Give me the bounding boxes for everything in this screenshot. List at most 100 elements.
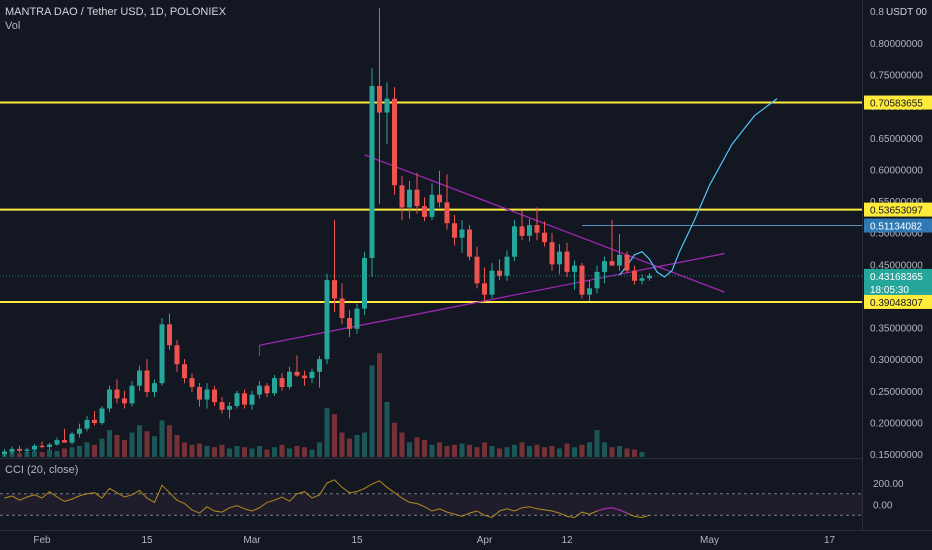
candle-body bbox=[347, 318, 352, 329]
projection-price-label-bg bbox=[864, 218, 932, 233]
candle bbox=[407, 180, 412, 219]
candle-body bbox=[159, 324, 165, 384]
candle-body bbox=[294, 371, 300, 376]
candle-body bbox=[272, 378, 277, 394]
volume-bar bbox=[399, 432, 405, 457]
volume-bar bbox=[452, 444, 457, 457]
candle-body bbox=[489, 270, 495, 295]
candle bbox=[429, 183, 435, 221]
time-tick-label: 17 bbox=[824, 535, 836, 546]
volume-bar bbox=[189, 444, 195, 457]
level-price-label-text: 0.39048307 bbox=[870, 298, 923, 309]
candle bbox=[257, 381, 262, 399]
candle bbox=[489, 263, 495, 299]
volume-bar bbox=[369, 365, 375, 457]
candle-body bbox=[17, 448, 22, 451]
candle bbox=[587, 280, 592, 301]
candle bbox=[512, 220, 517, 262]
currency-label: USDT 00 bbox=[886, 7, 927, 18]
volume-bar bbox=[77, 446, 82, 457]
time-tick-label: Feb bbox=[33, 535, 51, 546]
volume-bar bbox=[407, 442, 412, 457]
candle bbox=[527, 218, 532, 242]
candle-body bbox=[137, 370, 142, 386]
candle bbox=[497, 259, 502, 281]
candle-body bbox=[212, 389, 217, 403]
volume-bar bbox=[47, 449, 52, 457]
candle bbox=[549, 232, 555, 271]
candle bbox=[534, 207, 540, 241]
volume-bar bbox=[602, 442, 607, 457]
candle-body bbox=[624, 254, 630, 271]
time-tick-label: 15 bbox=[141, 535, 153, 546]
candle bbox=[174, 340, 180, 372]
candle bbox=[204, 383, 210, 409]
candle-body bbox=[309, 371, 315, 379]
candle-body bbox=[182, 364, 187, 379]
chart-legend: MANTRA DAO / Tether USD, 1D, POLONIEX Vo… bbox=[5, 5, 226, 33]
volume-bar bbox=[519, 442, 525, 457]
candle bbox=[84, 416, 90, 432]
volume-bar bbox=[309, 449, 315, 457]
candle-body bbox=[594, 271, 600, 289]
volume-bar bbox=[152, 436, 157, 457]
candle bbox=[459, 220, 465, 253]
time-tick-label: May bbox=[700, 535, 719, 546]
candle-body bbox=[167, 324, 172, 346]
volume-bar bbox=[497, 448, 502, 457]
candle-body bbox=[144, 370, 150, 393]
time-axis-border bbox=[0, 530, 932, 531]
candle-body bbox=[617, 254, 622, 266]
volume-bar bbox=[264, 449, 270, 457]
candle-body bbox=[107, 389, 112, 409]
volume-bar bbox=[639, 452, 645, 457]
candle-body bbox=[9, 448, 15, 452]
candle bbox=[54, 437, 60, 446]
candle-body bbox=[197, 386, 202, 400]
volume-bar bbox=[174, 435, 180, 457]
candle-body bbox=[467, 229, 472, 257]
candle-body bbox=[422, 206, 427, 217]
candle-body bbox=[377, 85, 382, 113]
candle-body bbox=[189, 378, 195, 387]
candle-body bbox=[354, 308, 360, 329]
candle bbox=[339, 283, 345, 325]
candle bbox=[317, 355, 322, 388]
volume-bar bbox=[287, 448, 292, 457]
volume-bar bbox=[429, 444, 435, 457]
volume-bar bbox=[572, 447, 577, 457]
volume-bar bbox=[197, 443, 202, 457]
volume-bar bbox=[249, 448, 255, 457]
candle bbox=[227, 402, 232, 419]
candle-body bbox=[519, 226, 525, 236]
volume-bar bbox=[377, 353, 382, 457]
candle bbox=[309, 368, 315, 384]
candle-body bbox=[122, 398, 127, 404]
countdown-price-label: 18:05:30 bbox=[864, 281, 932, 296]
candle bbox=[632, 265, 637, 285]
candle-body bbox=[632, 270, 637, 281]
candle-body bbox=[549, 242, 555, 265]
volume-bar bbox=[347, 438, 352, 457]
candle bbox=[482, 267, 487, 303]
volume-bar bbox=[159, 420, 165, 457]
candle-body bbox=[609, 261, 615, 266]
volume-bar bbox=[459, 443, 465, 457]
volume-bar bbox=[467, 444, 472, 457]
volume-bar bbox=[564, 443, 570, 457]
candle bbox=[354, 303, 360, 334]
candle bbox=[542, 221, 547, 247]
volume-bar bbox=[137, 425, 142, 457]
candle bbox=[264, 383, 270, 398]
volume-bar bbox=[384, 402, 390, 457]
candle bbox=[2, 448, 7, 457]
candle-body bbox=[302, 375, 307, 379]
candle bbox=[294, 355, 300, 377]
price-tick-label: 0.20000000 bbox=[870, 418, 923, 429]
candle bbox=[594, 265, 600, 294]
candle bbox=[129, 381, 135, 407]
price-tick-label: 0.75000000 bbox=[870, 71, 923, 82]
price-tick-label: 0.50000000 bbox=[870, 229, 923, 240]
ascending-trendline bbox=[259, 252, 725, 346]
